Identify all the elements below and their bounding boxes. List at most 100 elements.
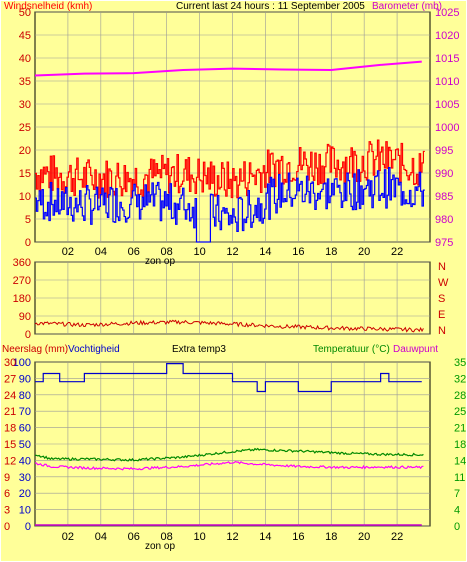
compass-label: W <box>438 277 449 289</box>
x-tick-label: 18 <box>325 246 337 258</box>
pressure-y-tick: 1010 <box>435 76 459 88</box>
x-tick-label: 14 <box>259 531 271 543</box>
rain-y-tick: 15 <box>4 439 16 451</box>
x-tick-label: 10 <box>193 531 205 543</box>
wind-y-tick: 25 <box>19 122 31 134</box>
x-tick-label: 12 <box>226 531 238 543</box>
humidity-series-line <box>35 363 422 393</box>
x-tick-label: 14 <box>259 246 271 258</box>
pressure-y-tick: 1020 <box>435 30 459 42</box>
wind-y-tick: 20 <box>19 145 31 157</box>
compass-label: S <box>438 293 445 305</box>
pressure-series-line <box>34 60 422 77</box>
humidity-y-tick: 50 <box>19 439 31 451</box>
humidity-y-tick: 30 <box>19 472 31 484</box>
wind-y-tick: 40 <box>19 53 31 65</box>
rain-y-tick: 12 <box>4 455 16 467</box>
humidity-y-tick: 20 <box>19 488 31 500</box>
x-tick-label: 02 <box>62 531 74 543</box>
direction-y-tick: 180 <box>13 293 31 305</box>
x-tick-label: 16 <box>292 246 304 258</box>
x-tick-label: 08 <box>161 246 173 258</box>
compass-label: N <box>438 325 446 337</box>
temp-y-tick: 18 <box>454 439 466 451</box>
x-tick-label: 20 <box>358 246 370 258</box>
x-tick-label: 06 <box>128 531 140 543</box>
rain-y-tick: 24 <box>4 390 16 402</box>
temp-y-tick: 7 <box>454 488 460 500</box>
x-tick-label: 08 <box>161 531 173 543</box>
temp-y-tick: 25 <box>454 406 466 418</box>
humidity-y-tick: 40 <box>19 455 31 467</box>
rain-y-tick: 30 <box>4 357 16 369</box>
wind-y-tick: 15 <box>19 168 31 180</box>
pressure-y-tick: 975 <box>435 237 453 249</box>
x-tick-label: 22 <box>391 246 403 258</box>
sunrise-label-bottom: zon op <box>145 541 175 552</box>
x-tick-label: 22 <box>391 531 403 543</box>
x-tick-label: 16 <box>292 531 304 543</box>
temperature-label: Temperatuur (°C) <box>313 344 390 355</box>
pressure-y-tick: 990 <box>435 168 453 180</box>
humidity-y-tick: 60 <box>19 423 31 435</box>
rain-y-tick: 18 <box>4 423 16 435</box>
wind-y-tick: 35 <box>19 76 31 88</box>
direction-series-line <box>34 319 424 333</box>
wind-y-tick: 30 <box>19 99 31 111</box>
sunrise-label-top: zon op <box>145 256 175 267</box>
rain-label: Neerslag (mm) <box>2 344 68 355</box>
humidity-y-tick: 10 <box>19 505 31 517</box>
dewpoint-series-line <box>34 460 424 471</box>
temp-y-tick: 28 <box>454 390 466 402</box>
direction-y-tick: 0 <box>25 329 31 341</box>
compass-label: E <box>438 309 445 321</box>
compass-label: N <box>438 261 446 273</box>
humidity-y-tick: 70 <box>19 406 31 418</box>
humidity-y-tick: 90 <box>19 373 31 385</box>
temp-y-tick: 14 <box>454 455 466 467</box>
barometer-label: Barometer (mb) <box>372 1 442 12</box>
direction-y-tick: 270 <box>13 275 31 287</box>
pressure-y-tick: 1025 <box>435 7 459 19</box>
x-tick-label: 04 <box>95 531 107 543</box>
temp-y-tick: 0 <box>454 521 460 533</box>
temp-y-tick: 35 <box>454 357 466 369</box>
pressure-y-tick: 985 <box>435 191 453 203</box>
pressure-y-tick: 1005 <box>435 99 459 111</box>
wind-y-tick: 0 <box>25 237 31 249</box>
rain-y-tick: 0 <box>4 521 10 533</box>
wind-y-tick: 5 <box>25 214 31 226</box>
humidity-y-tick: 100 <box>13 357 31 369</box>
temp-y-tick: 21 <box>454 423 466 435</box>
wind-speed-label: Windsnelheid (kmh) <box>4 1 92 12</box>
x-tick-label: 18 <box>325 531 337 543</box>
wind-y-tick: 50 <box>19 7 31 19</box>
rain-y-tick: 9 <box>4 472 10 484</box>
extra-temp-label: Extra temp3 <box>172 344 226 355</box>
x-tick-label: 20 <box>358 531 370 543</box>
temperature-series-line <box>34 447 424 462</box>
humidity-y-tick: 0 <box>25 521 31 533</box>
pressure-y-tick: 1015 <box>435 53 459 65</box>
x-tick-label: 10 <box>193 246 205 258</box>
rain-y-tick: 3 <box>4 505 10 517</box>
temp-y-tick: 11 <box>454 472 465 484</box>
wind-y-tick: 45 <box>19 30 31 42</box>
wind-series-line <box>35 167 425 243</box>
direction-y-tick: 360 <box>13 257 31 269</box>
x-tick-label: 02 <box>62 246 74 258</box>
x-tick-label: 12 <box>226 246 238 258</box>
rain-y-tick: 21 <box>4 406 16 418</box>
gust-series-line <box>35 139 425 199</box>
pressure-y-tick: 1000 <box>435 122 459 134</box>
humidity-y-tick: 80 <box>19 390 31 402</box>
x-tick-label: 06 <box>128 246 140 258</box>
humidity-label: Vochtigheid <box>68 344 120 355</box>
dewpoint-label: Dauwpunt <box>393 344 438 355</box>
direction-y-tick: 90 <box>19 311 31 323</box>
temp-y-tick: 4 <box>454 505 460 517</box>
x-tick-label: 04 <box>95 246 107 258</box>
pressure-y-tick: 980 <box>435 214 453 226</box>
